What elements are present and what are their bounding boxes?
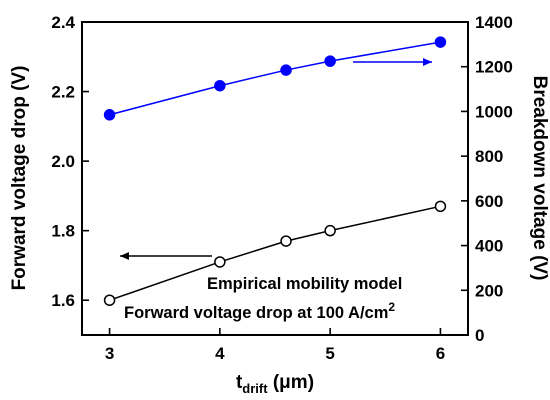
y-right-tick-label: 400: [475, 237, 503, 256]
y-left-tick-label: 2.2: [51, 83, 75, 102]
y-left-tick-label: 1.6: [51, 291, 75, 310]
y-right-tick-label: 1200: [475, 58, 513, 77]
arrows-layer: [120, 58, 432, 260]
y-left-tick-label: 2.0: [51, 152, 75, 171]
plot-frame: [81, 21, 469, 336]
data-point-breakdown-voltage: [324, 55, 336, 67]
x-axis-title-main: t: [236, 372, 243, 393]
y-right-tick-label: 1400: [475, 13, 513, 32]
y-right-tick-label: 800: [475, 147, 503, 166]
y-left-axis-title: Forward voltage drop (V): [9, 66, 30, 291]
data-point-breakdown-voltage: [214, 79, 226, 92]
y-left-tick-label: 2.4: [51, 13, 75, 32]
data-point-breakdown-voltage: [280, 64, 292, 76]
data-point-breakdown-voltage: [103, 109, 116, 121]
x-tick-label: 6: [436, 344, 445, 363]
data-point-breakdown-voltage: [434, 36, 447, 48]
data-point-forward-voltage: [103, 294, 116, 306]
annotation-model: Empirical mobility model: [207, 275, 402, 293]
x-axis-title-sub: drift: [242, 381, 268, 396]
y-right-axis-title: Breakdown voltage (V): [529, 76, 550, 281]
left-axis-arrow: [120, 252, 212, 260]
left-axis-arrow-head: [120, 252, 129, 260]
x-axis-title-unit: (μm): [268, 372, 314, 393]
ticks-layer: 3 4 5 6 1.6 1.8 2.0 2.2 2.4 0 200 400 600 800 1000 1200…: [51, 13, 512, 363]
data-point-forward-voltage: [324, 224, 336, 237]
x-tick-label: 3: [105, 344, 114, 363]
data-point-forward-voltage: [280, 235, 292, 247]
y-left-tick-label: 1.8: [51, 222, 75, 241]
data-point-forward-voltage: [434, 200, 447, 213]
annotation-condition-sup: 2: [388, 300, 395, 314]
data-point-forward-voltage: [214, 256, 226, 268]
y-right-tick-label: 600: [475, 192, 503, 211]
y-right-tick-label: 200: [475, 281, 503, 300]
y-right-tick-label: 0: [475, 326, 484, 345]
x-axis-title: tdrift (μm): [236, 372, 314, 396]
x-tick-label: 5: [325, 344, 334, 363]
annotation-condition-text: Forward voltage drop at 100 A/cm: [124, 304, 388, 322]
right-axis-arrow: [353, 58, 432, 66]
series-line-breakdown-voltage: [109, 41, 441, 116]
y-right-tick-label: 1000: [475, 102, 513, 121]
right-axis-arrow-head: [423, 58, 432, 66]
series-layer: [103, 36, 447, 306]
plot-area: [81, 21, 469, 336]
x-tick-label: 4: [215, 344, 225, 363]
annotation-condition: Forward voltage drop at 100 A/cm2: [124, 300, 395, 322]
